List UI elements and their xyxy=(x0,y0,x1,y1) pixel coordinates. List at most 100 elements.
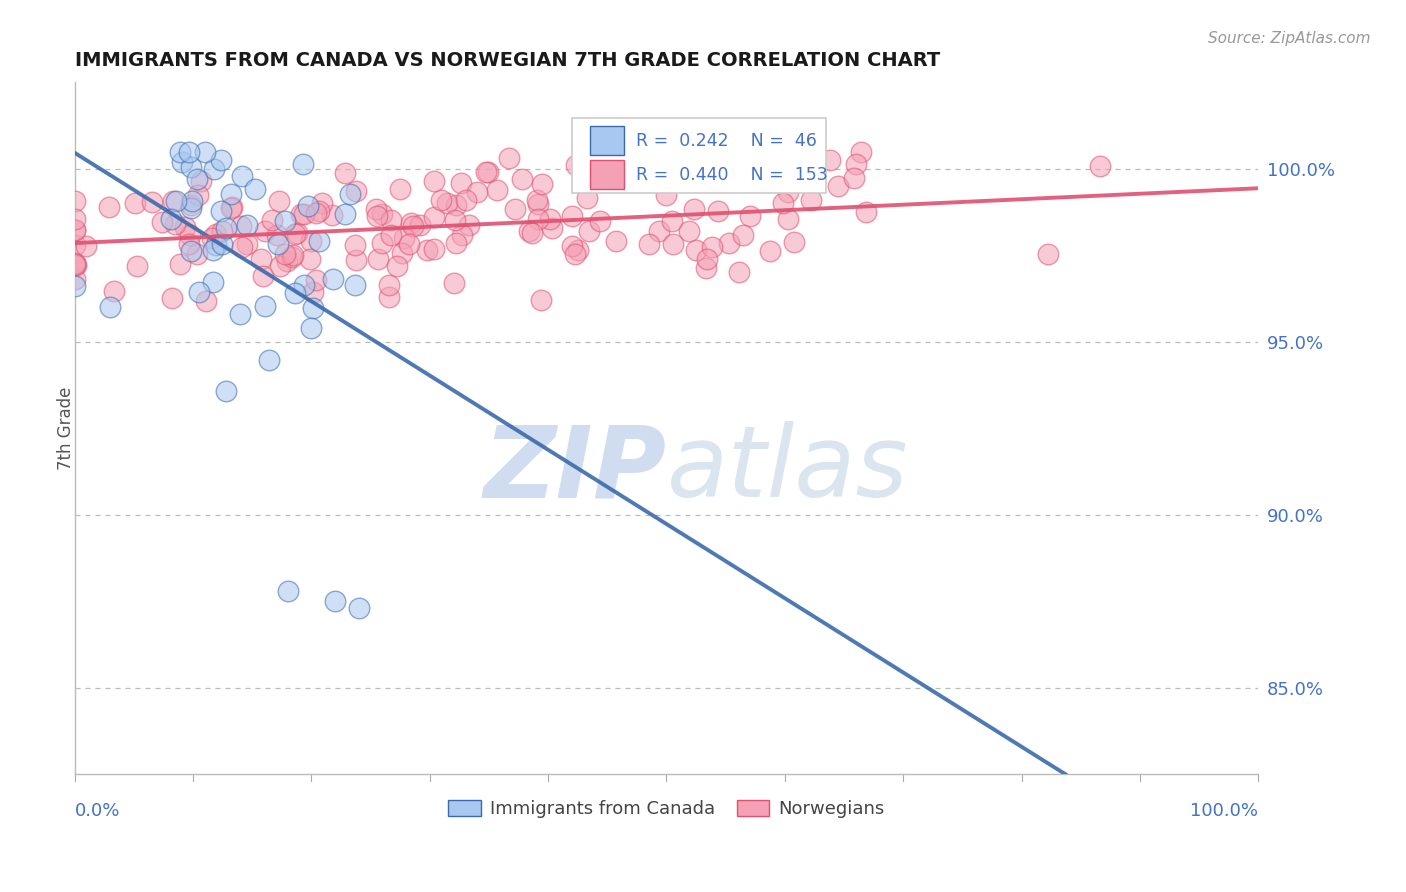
Point xyxy=(267,194,290,208)
Point xyxy=(276,254,298,268)
Point xyxy=(186,172,208,186)
Point xyxy=(305,206,328,220)
Point xyxy=(475,164,498,178)
Point xyxy=(450,176,472,190)
Point xyxy=(302,301,325,315)
Point xyxy=(578,224,600,238)
Point xyxy=(367,252,389,266)
Point xyxy=(335,166,357,180)
Point xyxy=(274,214,297,228)
Point xyxy=(530,293,553,308)
Point xyxy=(231,169,253,183)
Point xyxy=(205,237,228,252)
Point xyxy=(339,187,361,202)
Point xyxy=(343,278,366,293)
Point xyxy=(160,291,183,305)
Point xyxy=(510,172,533,186)
Text: R =  0.242    N =  46: R = 0.242 N = 46 xyxy=(636,132,817,150)
Point xyxy=(738,209,761,223)
Point xyxy=(783,235,806,249)
Point xyxy=(443,276,465,290)
Point xyxy=(277,583,299,598)
Point xyxy=(776,211,799,226)
Point xyxy=(561,209,583,223)
Point xyxy=(202,275,225,289)
Text: Source: ZipAtlas.com: Source: ZipAtlas.com xyxy=(1208,31,1371,46)
Point xyxy=(423,211,446,225)
Point xyxy=(818,153,841,168)
Point xyxy=(165,217,187,231)
Point xyxy=(260,213,283,227)
Point xyxy=(250,252,273,266)
Point xyxy=(706,204,728,219)
Point xyxy=(291,156,314,170)
Point xyxy=(702,240,724,254)
Point xyxy=(589,213,612,227)
Point xyxy=(63,279,86,293)
Point xyxy=(1088,160,1111,174)
Text: IMMIGRANTS FROM CANADA VS NORWEGIAN 7TH GRADE CORRELATION CHART: IMMIGRANTS FROM CANADA VS NORWEGIAN 7TH … xyxy=(75,51,939,70)
Point xyxy=(422,242,444,256)
Point xyxy=(179,227,201,242)
Point xyxy=(391,246,413,260)
Point xyxy=(215,384,238,399)
Point xyxy=(174,220,197,235)
Point xyxy=(219,186,242,201)
Point xyxy=(186,247,208,261)
Point xyxy=(347,601,370,615)
Point xyxy=(517,224,540,238)
Point xyxy=(655,187,678,202)
Point xyxy=(456,193,478,207)
Point xyxy=(172,155,194,169)
Point xyxy=(845,157,868,171)
Point xyxy=(180,244,202,258)
Point xyxy=(236,218,259,232)
Point xyxy=(322,272,344,286)
Point xyxy=(169,145,191,159)
Point xyxy=(371,236,394,251)
Point xyxy=(159,211,181,226)
FancyBboxPatch shape xyxy=(589,127,624,155)
Point xyxy=(201,231,224,245)
Point xyxy=(150,215,173,229)
Point xyxy=(297,199,319,213)
Point xyxy=(179,237,201,252)
Point xyxy=(561,238,583,252)
Point xyxy=(541,221,564,235)
Point xyxy=(530,178,553,192)
Point xyxy=(127,259,149,273)
Point xyxy=(205,227,228,241)
Point xyxy=(343,238,366,252)
Point xyxy=(63,256,86,270)
Point xyxy=(416,244,439,258)
Point xyxy=(63,212,86,227)
Point xyxy=(605,234,627,248)
Point xyxy=(209,153,232,167)
Point xyxy=(254,299,277,313)
Point xyxy=(188,285,211,299)
Point xyxy=(63,238,86,252)
Point xyxy=(408,218,430,232)
Point xyxy=(759,244,782,259)
Point xyxy=(666,169,689,184)
Point xyxy=(266,227,288,242)
Point xyxy=(180,160,202,174)
Point xyxy=(378,278,401,293)
Point xyxy=(498,151,520,165)
Y-axis label: 7th Grade: 7th Grade xyxy=(58,386,75,470)
Point xyxy=(299,252,322,267)
Point xyxy=(180,201,202,215)
Point xyxy=(194,145,217,159)
Point xyxy=(429,193,451,207)
Point xyxy=(565,158,588,172)
Point xyxy=(402,219,425,233)
Point xyxy=(177,145,200,159)
Point xyxy=(696,252,718,267)
Point xyxy=(202,161,225,176)
Point xyxy=(63,257,86,271)
Point xyxy=(221,200,243,214)
Point xyxy=(292,277,315,292)
Point xyxy=(259,353,281,368)
Point xyxy=(776,185,799,199)
Point xyxy=(292,207,315,221)
